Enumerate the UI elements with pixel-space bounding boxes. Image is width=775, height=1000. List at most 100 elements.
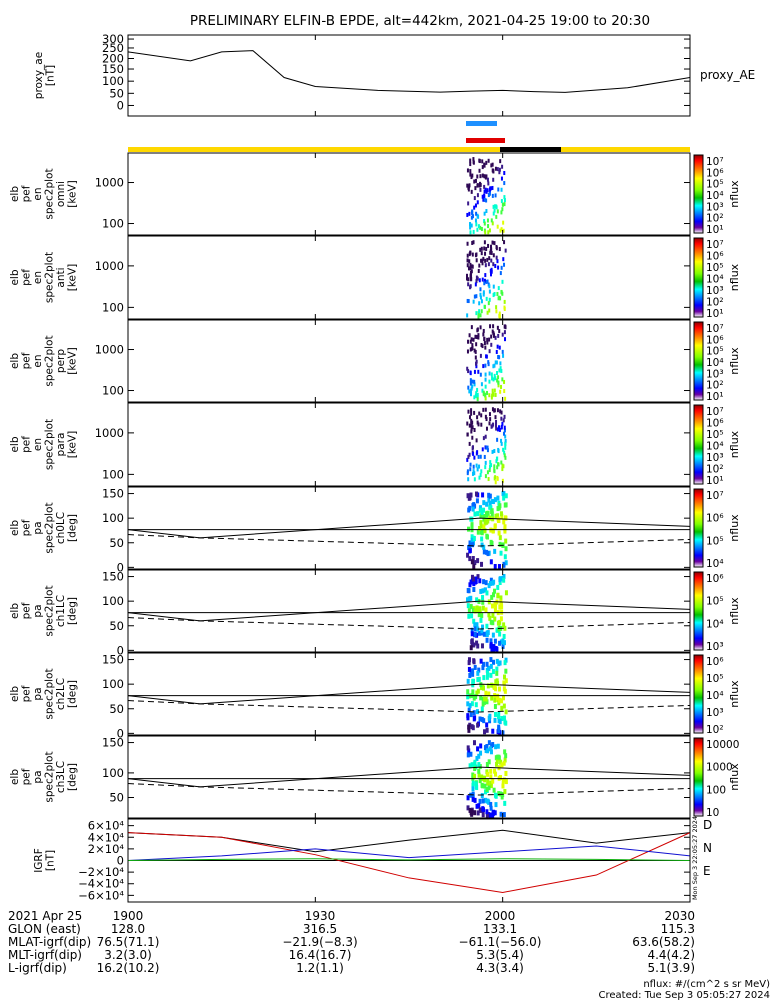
spectrogram-cell: [503, 389, 506, 394]
spectrogram-cell: [501, 202, 504, 207]
spectrogram-cell: [495, 349, 498, 354]
spectrogram-cell: [475, 690, 479, 696]
spectrogram-cell: [491, 393, 494, 398]
spectrogram-cell: [472, 240, 475, 245]
footer-value: 128.0: [111, 922, 145, 936]
spectrogram-cell: [479, 181, 482, 186]
spectrogram-cell: [494, 771, 498, 777]
spectrogram-cell: [497, 286, 500, 291]
footer-value: 2030: [664, 909, 695, 923]
spectrogram-cell: [466, 795, 470, 801]
spectrogram-cell: [493, 697, 497, 703]
spectrogram-cell: [489, 774, 493, 780]
spectrogram-cell: [485, 761, 489, 767]
spectrogram-cell: [469, 339, 472, 344]
spectrogram-cell: [502, 353, 505, 358]
ylabel-line: pa: [32, 687, 44, 700]
spectrogram-cell: [498, 719, 502, 725]
spectrogram-cell: [491, 613, 495, 619]
spectrogram-cell: [470, 641, 474, 647]
spectrogram-cell: [473, 348, 476, 353]
spectrogram-cell: [482, 328, 485, 333]
spectrogram-cell: [499, 409, 502, 414]
ytick-label: −6×10⁴: [78, 888, 124, 902]
spectrogram-cell: [502, 577, 506, 583]
spectrogram-cell: [493, 204, 496, 209]
spectrogram-cell: [496, 224, 499, 229]
spectrogram-cell: [474, 349, 477, 354]
colorbar-tick: 100: [706, 784, 726, 796]
spectrogram-cell: [487, 799, 491, 805]
spectrogram-cell: [502, 777, 506, 783]
spectrogram-cell: [485, 674, 489, 680]
spectrogram-cell: [489, 663, 493, 669]
spectrogram-cell: [478, 309, 481, 314]
spectrogram-cell: [470, 386, 473, 391]
spectrogram-ch3: [466, 740, 508, 819]
spectrogram-cell: [488, 493, 492, 499]
spectrogram-cell: [473, 410, 476, 415]
spectrogram-cell: [486, 748, 490, 754]
ylabel-line: spec2plot: [44, 335, 56, 386]
spectrogram-cell: [481, 605, 485, 611]
footer-ephemeris: 2021 Apr 25 1900 1930 2000 2030 GLON (east) 12…: [8, 909, 770, 1000]
colorbar-tick: 10²: [706, 464, 724, 476]
spectrogram-cell: [476, 511, 480, 517]
spectrogram-cell: [467, 185, 470, 190]
spectrogram-cell: [486, 470, 489, 475]
spectrogram-cell: [480, 413, 483, 418]
spectrogram-cell: [476, 670, 480, 676]
spectrogram-cell: [482, 256, 485, 261]
spectrogram-cell: [481, 277, 484, 282]
spectrogram-cell: [488, 379, 491, 384]
spectrogram-cell: [466, 253, 469, 258]
spectrogram-cell: [492, 253, 495, 258]
spectrogram-cell: [470, 762, 474, 768]
spectrogram-cell: [471, 556, 475, 562]
spectrogram-cell: [477, 454, 480, 459]
spectrogram-cell: [489, 248, 492, 253]
spectrogram-cell: [488, 228, 491, 233]
spectrogram-cell: [502, 228, 505, 233]
spectrogram-cell: [466, 168, 469, 173]
spectrogram-cell: [478, 168, 481, 173]
spectrogram-perp: [466, 324, 507, 402]
spectrogram-cell: [479, 174, 482, 179]
spectrogram-cell: [476, 420, 479, 425]
colorbar-tick: 10⁵: [706, 346, 724, 358]
colorbar-tick: 10³: [706, 452, 724, 464]
colorbar-tick: 10⁷: [706, 156, 724, 168]
spectrogram-cell: [489, 559, 493, 565]
ytick-label: 0: [117, 98, 124, 112]
spectrogram-cell: [485, 417, 488, 422]
spectrogram-cell: [496, 465, 499, 470]
ytick-label: −2×10⁴: [78, 865, 124, 879]
ylabel-line: pa: [32, 521, 44, 534]
spectrogram-cell: [493, 468, 496, 473]
footer-value: 316.5: [303, 922, 337, 936]
igrf-component-label: E: [703, 864, 711, 878]
spectrogram-cell: [491, 376, 494, 381]
spectrogram-cell: [478, 278, 481, 283]
spectrogram-cell: [497, 462, 500, 467]
ytick-label: 0: [117, 854, 124, 868]
spectrogram-cell: [478, 159, 481, 164]
spectrogram-cell: [466, 587, 470, 593]
spectrogram-cell: [497, 791, 501, 797]
spectrogram-cell: [474, 393, 477, 398]
spectrogram-cell: [467, 727, 471, 733]
spectrogram-cell: [483, 337, 486, 342]
spectrogram-cell: [485, 637, 489, 643]
spectrogram-cell: [479, 287, 482, 292]
spectrogram-cell: [483, 696, 487, 702]
spectrogram-cell: [500, 460, 503, 465]
spectrogram-cell: [467, 544, 471, 550]
spectrogram-cell: [490, 508, 494, 514]
spectrogram-cell: [504, 439, 507, 444]
spectrogram-cell: [504, 434, 507, 439]
spectrogram-cell: [492, 169, 495, 174]
spectrogram-cell: [496, 620, 500, 626]
spectrogram-ch2: [466, 657, 508, 736]
ytick-label: 100: [102, 74, 124, 88]
spectrogram-cell: [488, 189, 491, 194]
